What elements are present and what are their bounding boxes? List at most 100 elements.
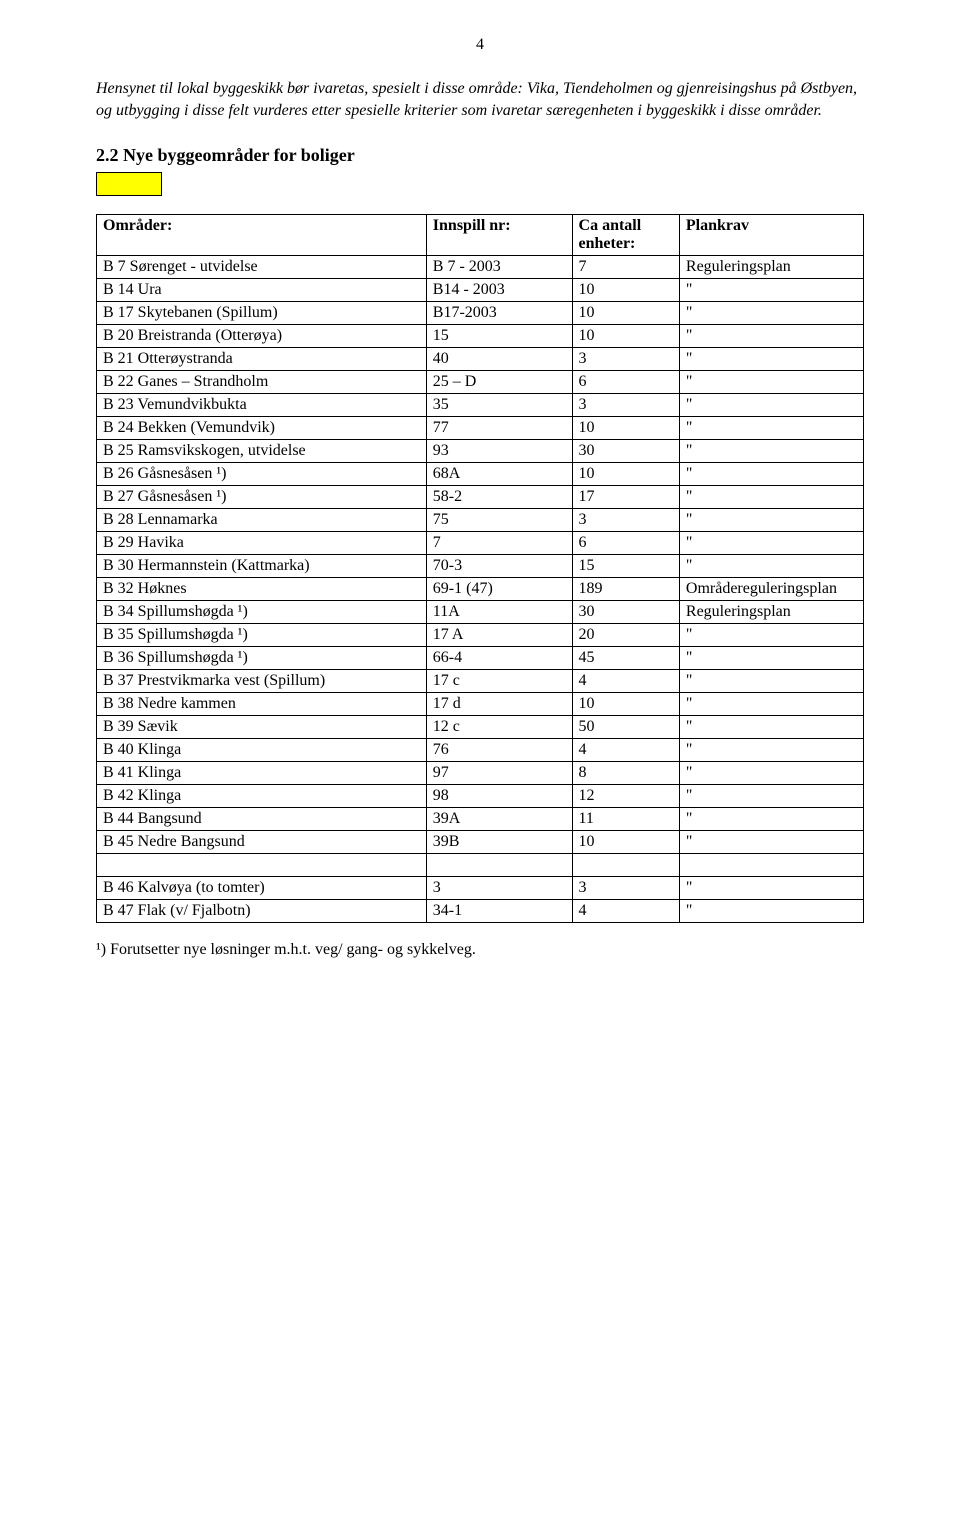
- cell-plankrav: ": [679, 762, 863, 785]
- cell-area: B 30 Hermannstein (Kattmarka): [97, 555, 427, 578]
- cell-antall: 8: [572, 762, 679, 785]
- page-container: 4 Hensynet til lokal byggeskikk bør ivar…: [0, 0, 960, 1518]
- table-row: B 28 Lennamarka753": [97, 509, 864, 532]
- cell-antall: 10: [572, 325, 679, 348]
- cell-area: B 36 Spillumshøgda ¹): [97, 647, 427, 670]
- table-row: B 24 Bekken (Vemundvik)7710": [97, 417, 864, 440]
- cell-antall: 3: [572, 348, 679, 371]
- cell-antall: 11: [572, 808, 679, 831]
- table-row: B 40 Klinga764": [97, 739, 864, 762]
- cell-innspill: 7: [426, 532, 572, 555]
- cell-area: B 46 Kalvøya (to tomter): [97, 877, 427, 900]
- cell-plankrav: ": [679, 417, 863, 440]
- cell-area: B 24 Bekken (Vemundvik): [97, 417, 427, 440]
- cell-plankrav: ": [679, 624, 863, 647]
- cell-innspill: 35: [426, 394, 572, 417]
- cell-innspill: 66-4: [426, 647, 572, 670]
- cell-area: B 25 Ramsvikskogen, utvidelse: [97, 440, 427, 463]
- cell-innspill: 17 A: [426, 624, 572, 647]
- table-header-row: Områder: Innspill nr: Ca antall enheter:…: [97, 215, 864, 256]
- cell-plankrav: Reguleringsplan: [679, 601, 863, 624]
- cell-plankrav: ": [679, 716, 863, 739]
- cell-antall: 20: [572, 624, 679, 647]
- intro-paragraph: Hensynet til lokal byggeskikk bør ivaret…: [96, 78, 864, 121]
- cell-innspill: 25 – D: [426, 371, 572, 394]
- cell-area: B 17 Skytebanen (Spillum): [97, 302, 427, 325]
- cell-area: B 7 Sørenget - utvidelse: [97, 256, 427, 279]
- color-swatch: [96, 172, 162, 196]
- cell-plankrav: ": [679, 463, 863, 486]
- section-heading: 2.2 Nye byggeområder for boliger: [96, 145, 864, 166]
- cell-plankrav: ": [679, 371, 863, 394]
- cell-area: B 20 Breistranda (Otterøya): [97, 325, 427, 348]
- cell-area: B 23 Vemundvikbukta: [97, 394, 427, 417]
- footnote: ¹) Forutsetter nye løsninger m.h.t. veg/…: [96, 941, 864, 959]
- table-row: B 23 Vemundvikbukta353": [97, 394, 864, 417]
- th-plankrav: Plankrav: [679, 215, 863, 256]
- table-spacer-row: [97, 854, 864, 877]
- cell-area: B 28 Lennamarka: [97, 509, 427, 532]
- cell-innspill: 75: [426, 509, 572, 532]
- th-antall: Ca antall enheter:: [572, 215, 679, 256]
- cell-area: B 37 Prestvikmarka vest (Spillum): [97, 670, 427, 693]
- cell-innspill: 17 d: [426, 693, 572, 716]
- cell-plankrav: ": [679, 877, 863, 900]
- table-row: B 21 Otterøystranda403": [97, 348, 864, 371]
- table-row: B 26 Gåsnesåsen ¹)68A10": [97, 463, 864, 486]
- table-row: B 46 Kalvøya (to tomter)33": [97, 877, 864, 900]
- cell-innspill: 76: [426, 739, 572, 762]
- cell-area: B 34 Spillumshøgda ¹): [97, 601, 427, 624]
- cell-innspill: 34-1: [426, 900, 572, 923]
- table-row: B 44 Bangsund39A11": [97, 808, 864, 831]
- cell-innspill: 3: [426, 877, 572, 900]
- cell-antall: 50: [572, 716, 679, 739]
- cell-plankrav: ": [679, 325, 863, 348]
- cell-antall: 189: [572, 578, 679, 601]
- cell-area: B 47 Flak (v/ Fjalbotn): [97, 900, 427, 923]
- cell-antall: 45: [572, 647, 679, 670]
- cell-innspill: 15: [426, 325, 572, 348]
- table-row: B 37 Prestvikmarka vest (Spillum)17 c4": [97, 670, 864, 693]
- cell-plankrav: Reguleringsplan: [679, 256, 863, 279]
- cell-antall: 10: [572, 302, 679, 325]
- table-row: B 32 Høknes69-1 (47)189Områderegulerings…: [97, 578, 864, 601]
- cell-plankrav: ": [679, 808, 863, 831]
- areas-table: Områder: Innspill nr: Ca antall enheter:…: [96, 214, 864, 923]
- cell-plankrav: ": [679, 509, 863, 532]
- cell-antall: 4: [572, 739, 679, 762]
- cell-innspill: B14 - 2003: [426, 279, 572, 302]
- cell-antall: 4: [572, 900, 679, 923]
- cell-plankrav: ": [679, 555, 863, 578]
- cell-area: B 38 Nedre kammen: [97, 693, 427, 716]
- cell-plankrav: ": [679, 279, 863, 302]
- cell-area: B 21 Otterøystranda: [97, 348, 427, 371]
- cell-innspill: 93: [426, 440, 572, 463]
- cell-antall: 6: [572, 371, 679, 394]
- cell-area: B 14 Ura: [97, 279, 427, 302]
- cell-area: B 29 Havika: [97, 532, 427, 555]
- table-row: B 17 Skytebanen (Spillum)B17-200310": [97, 302, 864, 325]
- cell-plankrav: ": [679, 900, 863, 923]
- cell-antall: 15: [572, 555, 679, 578]
- cell-plankrav: ": [679, 831, 863, 854]
- table-row: B 38 Nedre kammen17 d10": [97, 693, 864, 716]
- cell-area: B 41 Klinga: [97, 762, 427, 785]
- cell-plankrav: ": [679, 440, 863, 463]
- cell-area: B 39 Sævik: [97, 716, 427, 739]
- cell-antall: 4: [572, 670, 679, 693]
- cell-antall: 30: [572, 601, 679, 624]
- cell-empty: [679, 854, 863, 877]
- cell-area: B 44 Bangsund: [97, 808, 427, 831]
- cell-antall: 10: [572, 279, 679, 302]
- cell-innspill: 68A: [426, 463, 572, 486]
- table-row: B 27 Gåsnesåsen ¹)58-217": [97, 486, 864, 509]
- cell-empty: [426, 854, 572, 877]
- cell-area: B 26 Gåsnesåsen ¹): [97, 463, 427, 486]
- cell-area: B 40 Klinga: [97, 739, 427, 762]
- cell-innspill: 40: [426, 348, 572, 371]
- table-row: B 47 Flak (v/ Fjalbotn)34-14": [97, 900, 864, 923]
- cell-plankrav: Områdereguleringsplan: [679, 578, 863, 601]
- cell-antall: 6: [572, 532, 679, 555]
- cell-innspill: B 7 - 2003: [426, 256, 572, 279]
- cell-plankrav: ": [679, 647, 863, 670]
